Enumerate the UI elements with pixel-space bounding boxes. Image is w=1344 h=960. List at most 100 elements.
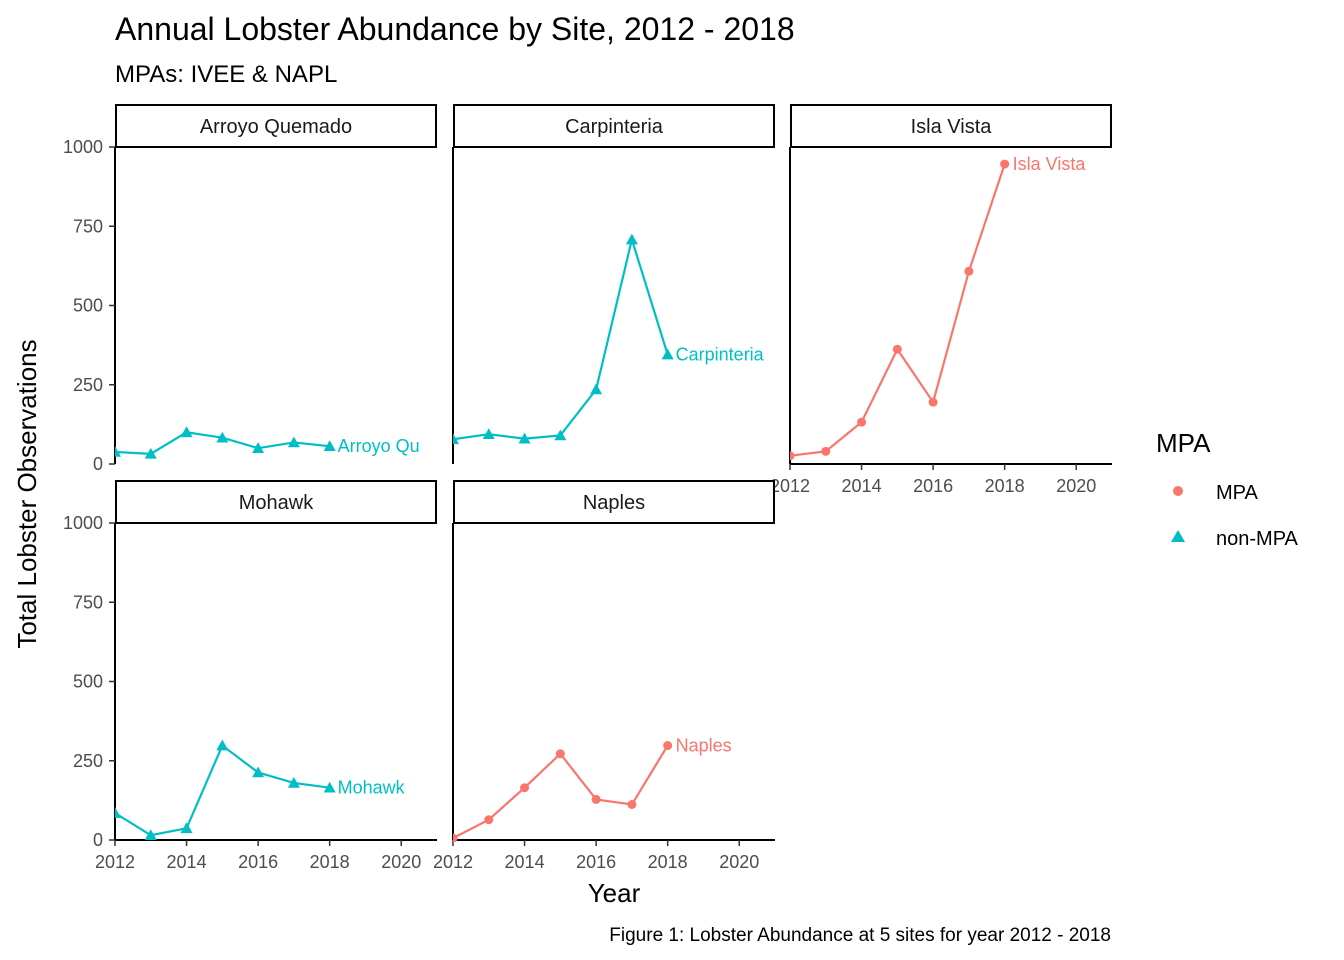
data-point <box>252 766 265 778</box>
series-end-label: Carpinteria <box>676 345 765 365</box>
panel-arroyo-quemado: Arroyo Quemado 0 250 500 750 1000 Arroyo Qu <box>63 104 437 474</box>
x-axis-title: Year <box>588 878 641 908</box>
x-tick-label: 2016 <box>913 476 953 496</box>
data-point <box>520 783 530 793</box>
facet-strip-label: Isla Vista <box>911 116 993 138</box>
data-point <box>180 426 193 438</box>
y-tick-label: 1000 <box>63 137 103 157</box>
series-line <box>453 235 669 441</box>
facet-strip <box>115 104 437 148</box>
panel-mohawk: Mohawk 0 250 500 750 1000 2012 2014 2016 2018 2020… <box>63 480 437 872</box>
series-non-MPA: Mohawk <box>115 739 406 841</box>
facet-strip <box>790 104 1112 148</box>
y-tick-label: 250 <box>73 375 103 395</box>
data-point <box>216 739 229 751</box>
facet-strip <box>453 480 775 524</box>
x-tick-label: 2018 <box>310 852 350 872</box>
series-end-label: Naples <box>676 736 732 756</box>
legend-key-triangle <box>1171 530 1185 542</box>
data-point <box>453 433 459 445</box>
data-point <box>964 266 974 276</box>
y-tick-label: 750 <box>73 216 103 236</box>
legend: MPA MPA non-MPA <box>1156 428 1299 550</box>
x-tick-label: 2018 <box>648 852 688 872</box>
data-point <box>180 822 193 834</box>
x-tick-label: 2014 <box>505 852 545 872</box>
y-tick-label: 500 <box>73 672 103 692</box>
data-point <box>323 440 336 452</box>
data-point <box>287 776 300 788</box>
data-point <box>928 397 938 407</box>
x-tick-label: 2016 <box>576 852 616 872</box>
data-point <box>554 429 567 441</box>
x-tick-label: 2012 <box>770 476 810 496</box>
data-point <box>115 807 121 818</box>
data-point <box>625 233 638 245</box>
x-tick-label: 2012 <box>433 852 473 872</box>
series-non-MPA: Arroyo Qu <box>115 426 420 459</box>
legend-label: MPA <box>1216 482 1259 504</box>
data-point <box>555 749 565 759</box>
chart-caption: Figure 1: Lobster Abundance at 5 sites f… <box>609 925 1111 946</box>
x-tick-label: 2016 <box>238 852 278 872</box>
data-point <box>323 781 336 793</box>
data-point <box>482 428 495 440</box>
panel-naples: Naples 2012 2014 2016 2018 2020 Naples <box>433 480 775 872</box>
facet-strip-label: Naples <box>583 492 645 514</box>
data-point <box>144 829 157 841</box>
data-point <box>790 451 795 461</box>
data-point <box>821 446 831 456</box>
x-tick-label: 2018 <box>985 476 1025 496</box>
data-point <box>892 344 902 354</box>
data-point <box>453 833 458 843</box>
series-non-MPA: Carpinteria <box>453 233 765 445</box>
data-point <box>216 431 229 443</box>
x-tick-label: 2012 <box>95 852 135 872</box>
x-tick-label: 2020 <box>1056 476 1096 496</box>
data-point <box>627 799 637 809</box>
facet-strip <box>115 480 437 524</box>
data-point <box>663 741 673 751</box>
data-point <box>287 436 300 448</box>
x-tick-label: 2020 <box>719 852 759 872</box>
legend-key-circle <box>1173 486 1183 496</box>
panel-isla-vista: Isla Vista 2012 2014 2016 2018 2020 Isla Vista <box>770 104 1112 496</box>
series-MPA: Isla Vista <box>790 154 1087 461</box>
series-line <box>453 744 669 840</box>
x-tick-label: 2014 <box>842 476 882 496</box>
facet-strip-label: Mohawk <box>239 492 314 514</box>
legend-title: MPA <box>1156 428 1211 458</box>
series-line <box>790 163 1006 457</box>
series-end-label: Arroyo Qu <box>338 436 420 456</box>
y-tick-label: 250 <box>73 751 103 771</box>
facet-strip-label: Arroyo Quemado <box>200 116 352 138</box>
data-point <box>661 348 674 360</box>
data-point <box>252 442 265 453</box>
series-end-label: Isla Vista <box>1013 154 1087 174</box>
data-point <box>1000 159 1010 169</box>
facet-strip-label: Carpinteria <box>565 116 664 138</box>
data-point <box>590 383 603 395</box>
panel-carpinteria: Carpinteria Carpinteria <box>452 104 775 464</box>
y-tick-label: 0 <box>93 830 103 850</box>
legend-label: non-MPA <box>1216 528 1299 550</box>
data-point <box>115 445 121 457</box>
data-point <box>591 794 601 804</box>
y-tick-label: 0 <box>93 454 103 474</box>
data-point <box>518 432 531 444</box>
facet-strip <box>453 104 775 148</box>
data-point <box>857 417 867 427</box>
y-tick-label: 750 <box>73 592 103 612</box>
x-tick-label: 2020 <box>381 852 421 872</box>
series-end-label: Mohawk <box>338 778 406 798</box>
data-point <box>144 447 157 459</box>
y-axis-title: Total Lobster Observations <box>12 339 42 648</box>
y-tick-label: 500 <box>73 296 103 316</box>
x-tick-label: 2014 <box>167 852 207 872</box>
y-tick-label: 1000 <box>63 513 103 533</box>
chart-title: Annual Lobster Abundance by Site, 2012 -… <box>115 11 795 47</box>
series-line <box>115 743 330 837</box>
chart-subtitle: MPAs: IVEE & NAPL <box>115 61 337 88</box>
series-MPA: Naples <box>453 736 732 843</box>
